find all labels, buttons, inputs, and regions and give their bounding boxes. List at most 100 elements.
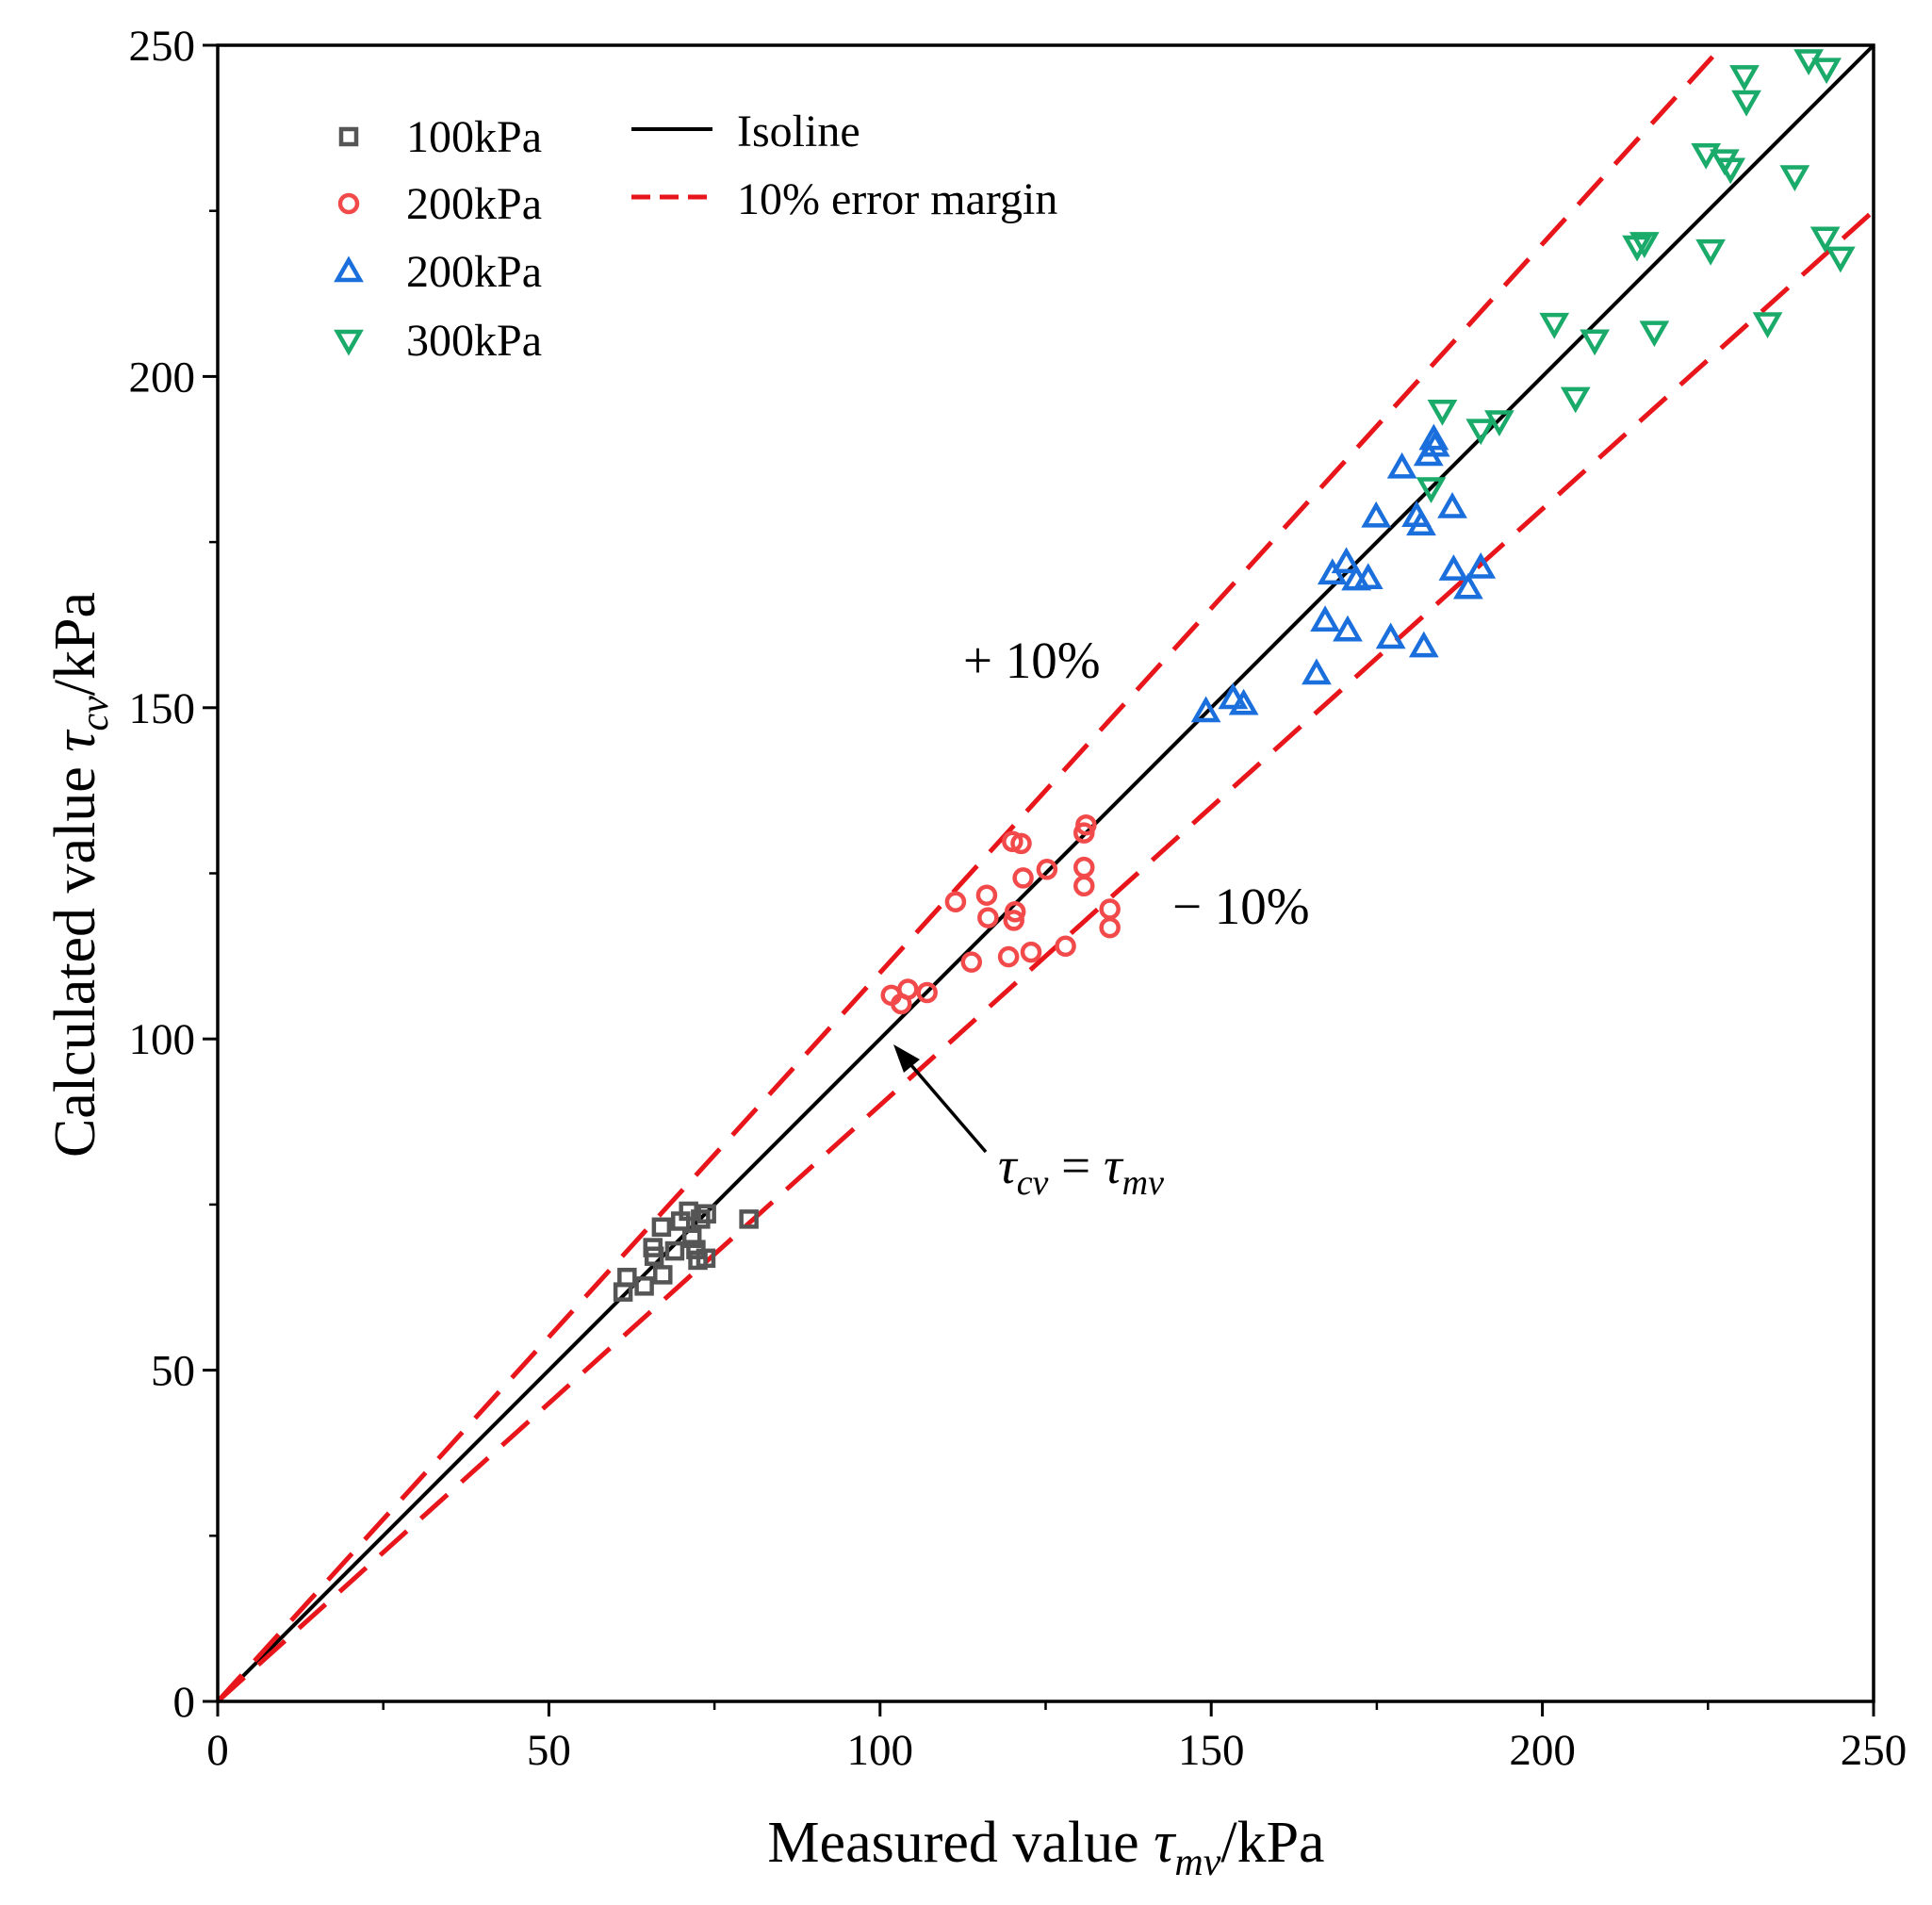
data-point-circle <box>975 884 998 906</box>
data-point-triangle-down <box>1731 90 1761 117</box>
reference-lines <box>216 43 1875 1703</box>
legend: 100kPa 200kPa 200kPa 300kPa Isoline 10% … <box>334 107 1057 366</box>
y-tick-label: 50 <box>151 1347 195 1396</box>
data-point-triangle-down <box>1427 399 1458 426</box>
data-point-circle <box>1012 867 1034 889</box>
data-point-triangle-up <box>1310 605 1340 632</box>
data-point-circle <box>944 891 967 912</box>
data-point-triangle-up <box>1331 547 1362 574</box>
data-point-triangle-up <box>1419 430 1450 457</box>
data-point-circle <box>916 981 938 1004</box>
data-point-triangle-up <box>1406 509 1436 536</box>
data-point-triangle-up <box>1438 554 1469 581</box>
y-tick-label: 250 <box>129 22 196 71</box>
data-point-circle <box>1075 813 1097 836</box>
data-points <box>613 49 1856 1302</box>
data-point-circle <box>997 945 1020 968</box>
data-point-triangle-up <box>1333 615 1363 642</box>
x-axis-label-symbol: τ <box>1154 1811 1177 1875</box>
data-point-triangle-up <box>1437 492 1467 518</box>
data-point-triangle-up <box>1218 682 1249 710</box>
isoline <box>216 43 1875 1703</box>
x-axis-label-subscript: mv <box>1174 1841 1220 1884</box>
data-point-triangle-up <box>1352 563 1384 590</box>
legend-label-200kpa-circle: 200kPa <box>406 179 542 229</box>
data-point-triangle-down <box>1729 65 1760 91</box>
data-point-triangle-down <box>1691 143 1722 170</box>
data-point-square <box>739 1209 759 1229</box>
data-point-square <box>617 1267 637 1288</box>
y-axis-label-suffix: /kPa <box>43 592 107 696</box>
data-point-triangle-down <box>1715 157 1746 185</box>
equation-label: τcv = τmv <box>998 1137 1164 1203</box>
data-point-circle <box>960 951 983 973</box>
data-point-triangle-up <box>1228 688 1259 715</box>
x-tick-label: 50 <box>527 1726 571 1775</box>
data-point-square <box>653 1265 673 1285</box>
y-axis-label-prefix: Calculated value <box>43 752 107 1158</box>
legend-square-icon <box>338 126 359 147</box>
data-point-triangle-up <box>1408 631 1439 658</box>
y-tick-label: 100 <box>129 1015 196 1064</box>
equation-arrow-shaft <box>909 1062 988 1154</box>
data-point-triangle-up <box>1418 423 1449 451</box>
data-point-triangle-down <box>1811 57 1842 85</box>
x-tick-label: 0 <box>206 1726 229 1775</box>
data-point-triangle-up <box>1453 572 1483 599</box>
data-point-circle <box>1099 916 1121 939</box>
data-point-square <box>696 1248 716 1269</box>
x-tick-label: 100 <box>847 1726 914 1775</box>
legend-label-300kpa: 300kPa <box>406 316 542 366</box>
legend-triangle-down-icon <box>334 329 364 356</box>
y-tick-label: 150 <box>129 684 196 733</box>
lower-error-margin-line <box>216 208 1875 1703</box>
x-axis-label: Measured value τmv/kPa <box>767 1811 1324 1884</box>
y-axis-label-subscript: cv <box>74 696 117 731</box>
data-point-triangle-up <box>1465 551 1497 579</box>
data-point-triangle-down <box>1465 419 1497 446</box>
upper-error-margin-line <box>216 43 1726 1703</box>
data-point-circle <box>1010 832 1032 855</box>
data-point-square <box>664 1240 685 1261</box>
axis-tick-labels: 0 50 100 150 200 250 0 50 100 150 200 250 <box>129 22 1907 1775</box>
data-point-circle <box>1055 935 1076 958</box>
y-axis-label-symbol: τ <box>43 729 107 752</box>
data-point-triangle-down <box>1629 232 1660 258</box>
data-point-circle <box>977 907 999 928</box>
y-tick-label: 200 <box>129 353 196 402</box>
legend-lines <box>631 127 712 200</box>
data-point-square <box>644 1246 664 1266</box>
data-point-circle <box>1020 941 1042 963</box>
data-point-circle <box>1002 830 1023 853</box>
data-point-triangle-down <box>1752 312 1783 339</box>
equation-operator: = <box>1048 1137 1104 1194</box>
equation-rhs-symbol: τ <box>1104 1137 1124 1194</box>
data-point-triangle-down <box>1825 246 1856 273</box>
data-point-triangle-up <box>1302 658 1332 685</box>
axis-ticks <box>203 43 1875 1716</box>
plus-10-percent-label: + 10% <box>963 632 1101 689</box>
data-point-circle <box>1004 901 1026 923</box>
y-axis-label: Calculated value τcv/kPa <box>43 592 117 1158</box>
data-point-square <box>681 1228 702 1248</box>
equation-lhs-symbol: τ <box>998 1137 1019 1194</box>
legend-markers <box>334 126 364 356</box>
equation-lhs-subscript: cv <box>1017 1163 1049 1203</box>
x-tick-label: 250 <box>1841 1726 1907 1775</box>
data-point-triangle-down <box>1695 238 1726 266</box>
data-point-square <box>651 1217 672 1238</box>
data-point-triangle-down <box>1416 477 1447 504</box>
data-point-triangle-down <box>1484 410 1514 437</box>
data-point-circle <box>1073 875 1095 897</box>
equation-arrow <box>893 1044 988 1154</box>
y-tick-label: 0 <box>173 1678 196 1727</box>
data-point-triangle-down <box>1779 165 1810 191</box>
data-point-circle <box>897 978 919 1000</box>
minus-10-percent-label: − 10% <box>1172 878 1310 935</box>
legend-label-200kpa-triangle: 200kPa <box>406 247 542 297</box>
legend-triangle-up-icon <box>334 255 364 283</box>
equation-arrow-head <box>893 1044 920 1073</box>
data-point-triangle-up <box>1190 696 1221 723</box>
data-point-triangle-up <box>1386 452 1417 479</box>
